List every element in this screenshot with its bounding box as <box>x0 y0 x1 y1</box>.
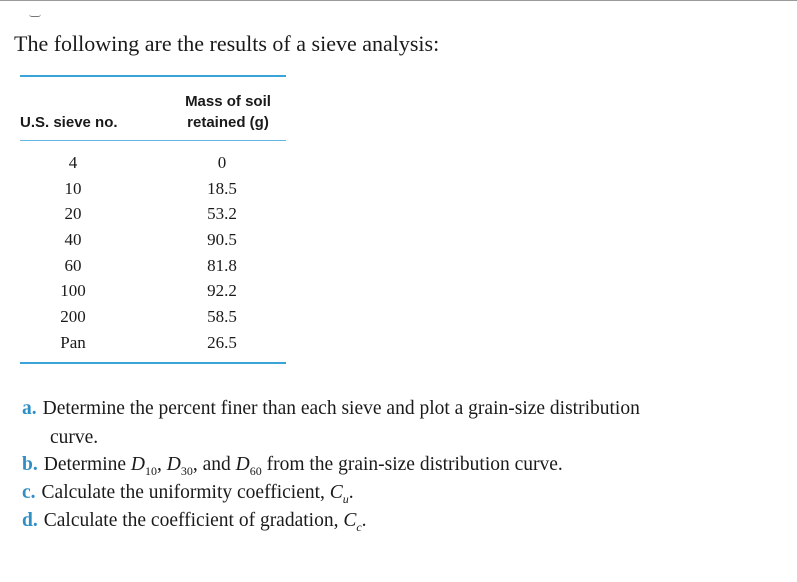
table-row: 20 53.2 <box>64 204 237 224</box>
table-header-rule <box>20 140 286 141</box>
question-a-text: Determine the percent finer than each si… <box>42 398 640 419</box>
header-sieve-no: U.S. sieve no. <box>20 114 118 131</box>
table-row: 60 81.8 <box>64 255 237 275</box>
table-bottom-rule <box>20 361 286 364</box>
question-a-label: a. <box>22 398 37 419</box>
table-top-rule <box>20 75 286 77</box>
header-mass-retained: Mass of soil retained (g) <box>185 93 271 131</box>
table-body: 4 0 10 18.5 20 53.2 40 90.5 60 81.8 100 … <box>20 141 286 362</box>
sieve-table: U.S. sieve no. Mass of soil retained (g)… <box>20 75 286 364</box>
table-row: 4 0 <box>68 153 227 172</box>
table-row: 100 92.2 <box>60 281 237 301</box>
intro-text: The following are the results of a sieve… <box>14 31 440 56</box>
question-a: a. Determine the percent finer than each … <box>22 398 640 420</box>
table-header: U.S. sieve no. Mass of soil retained (g) <box>20 77 286 140</box>
table-row: 200 58.5 <box>60 307 237 327</box>
cropped-mark <box>29 13 41 17</box>
table-row: Pan 26.5 <box>60 332 237 352</box>
question-a-continuation: curve. <box>50 427 99 448</box>
question-b-label: b. <box>22 454 38 475</box>
question-b: b. Determine D10, D30, and D60 from the g… <box>22 454 563 478</box>
top-divider <box>0 0 797 1</box>
question-c-label: c. <box>22 482 36 503</box>
table-row: 40 90.5 <box>64 230 237 250</box>
question-c: c. Calculate the uniformity coefficient, … <box>22 482 354 506</box>
question-d: d. Calculate the coefficient of gradation… <box>22 510 367 534</box>
question-d-label: d. <box>22 510 38 531</box>
table-row: 10 18.5 <box>64 178 237 198</box>
